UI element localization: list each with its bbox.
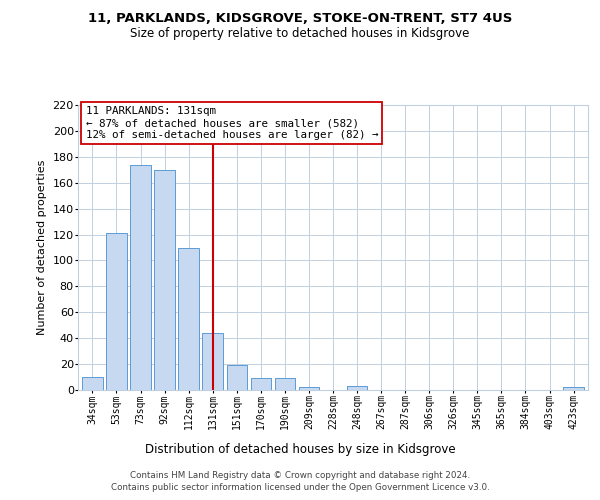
Bar xyxy=(106,233,127,390)
Bar xyxy=(563,388,584,390)
Bar xyxy=(251,378,271,390)
Bar xyxy=(82,377,103,390)
Bar xyxy=(275,378,295,390)
Bar xyxy=(347,386,367,390)
Text: 11, PARKLANDS, KIDSGROVE, STOKE-ON-TRENT, ST7 4US: 11, PARKLANDS, KIDSGROVE, STOKE-ON-TRENT… xyxy=(88,12,512,26)
Bar xyxy=(299,388,319,390)
Bar xyxy=(227,366,247,390)
Text: Distribution of detached houses by size in Kidsgrove: Distribution of detached houses by size … xyxy=(145,442,455,456)
Text: Contains HM Land Registry data © Crown copyright and database right 2024.: Contains HM Land Registry data © Crown c… xyxy=(130,471,470,480)
Bar xyxy=(202,333,223,390)
Text: Contains public sector information licensed under the Open Government Licence v3: Contains public sector information licen… xyxy=(110,484,490,492)
Text: 11 PARKLANDS: 131sqm
← 87% of detached houses are smaller (582)
12% of semi-deta: 11 PARKLANDS: 131sqm ← 87% of detached h… xyxy=(86,106,378,140)
Bar xyxy=(178,248,199,390)
Text: Size of property relative to detached houses in Kidsgrove: Size of property relative to detached ho… xyxy=(130,28,470,40)
Y-axis label: Number of detached properties: Number of detached properties xyxy=(37,160,47,335)
Bar xyxy=(154,170,175,390)
Bar xyxy=(130,164,151,390)
